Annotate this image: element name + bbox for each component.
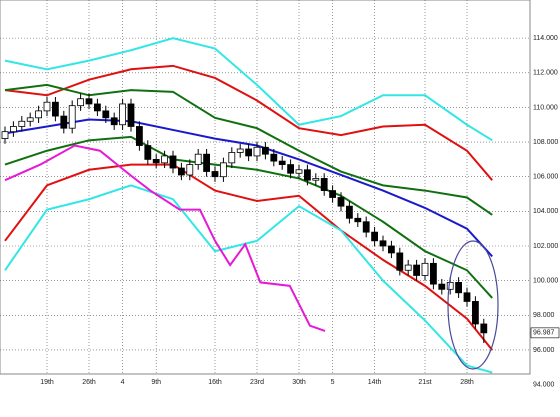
candle-body: [186, 164, 194, 176]
candle-body: [68, 105, 76, 129]
candle-body: [211, 171, 219, 178]
y-tick-label: 104.000: [533, 208, 558, 215]
last-price-box: [530, 327, 560, 339]
x-tick-label: 26th: [82, 379, 96, 386]
candle-body: [354, 217, 362, 223]
x-tick-label: 23rd: [250, 379, 264, 386]
candle-body: [429, 262, 437, 285]
candle-body: [236, 148, 244, 153]
candle-body: [102, 110, 110, 119]
candle-body: [26, 117, 34, 122]
candle-body: [396, 252, 404, 271]
y-tick-label: 94.000: [533, 381, 555, 388]
indicator-line: [4, 163, 493, 351]
candle-body: [270, 153, 278, 162]
y-tick-label: 106.000: [533, 174, 558, 181]
last-price-label: 96.987: [533, 330, 555, 337]
candle-body: [455, 281, 463, 294]
candles: [1, 93, 488, 344]
candle-body: [471, 301, 479, 325]
candle-body: [446, 281, 454, 290]
y-tick-label: 102.000: [533, 243, 558, 250]
x-tick-label: 4: [121, 379, 125, 386]
indicator-line: [4, 37, 493, 142]
candle-body: [152, 158, 160, 164]
x-tick-label: 5: [331, 379, 335, 386]
candle-body: [379, 240, 387, 247]
candle-body: [295, 169, 303, 174]
candle-body: [404, 264, 412, 271]
candle-body: [362, 221, 370, 233]
indicator-line: [4, 184, 493, 374]
x-tick-label: 19th: [40, 379, 54, 386]
candle-body: [345, 205, 353, 219]
candle-body: [18, 120, 26, 127]
candle-body: [9, 126, 17, 133]
x-tick-label: 30th: [292, 379, 306, 386]
candle-body: [287, 164, 295, 174]
x-tick-label: 16th: [208, 379, 222, 386]
candle-body: [119, 103, 126, 126]
labels: 94.000 96.000 98.000 100.000 102.000 104.000 1…: [40, 35, 560, 388]
candle-body: [177, 167, 185, 176]
y-tick-label: 98.000: [533, 312, 555, 319]
candle-body: [329, 190, 337, 198]
y-tick-label: 114.000: [533, 35, 558, 42]
candle-body: [278, 160, 286, 165]
candle-body: [421, 262, 429, 276]
candle-body: [194, 153, 202, 165]
highlight-ellipse: [447, 240, 499, 370]
candle-body: [253, 146, 261, 157]
indicator-line: [4, 64, 493, 181]
candle-body: [35, 110, 42, 119]
candle-body: [77, 98, 84, 107]
candle-body: [203, 153, 211, 172]
candle-body: [463, 292, 471, 302]
candle-body: [320, 178, 328, 191]
candle-body: [43, 101, 51, 112]
y-tick-label: 112.000: [533, 70, 558, 77]
candle-body: [219, 162, 227, 178]
candle-body: [337, 197, 345, 207]
candle-body: [228, 152, 236, 164]
candle-body: [60, 115, 68, 129]
candle-body: [85, 98, 93, 105]
candle-body: [94, 103, 101, 112]
indicator-line: [4, 144, 326, 332]
x-tick-label: 9th: [151, 379, 161, 386]
candle-body: [135, 126, 143, 146]
candle-body: [303, 169, 311, 181]
candle-body: [387, 245, 395, 254]
y-tick-label: 108.000: [533, 139, 558, 146]
candle-body: [261, 146, 269, 155]
candle-body: [245, 148, 253, 157]
candle-body: [161, 155, 169, 164]
candle-body: [312, 178, 320, 181]
x-tick-label: 14th: [368, 379, 382, 386]
candle-body: [169, 155, 177, 169]
lines: [4, 37, 493, 374]
candle-body: [480, 323, 488, 334]
candle-body: [413, 264, 421, 276]
y-tick-label: 110.000: [533, 104, 558, 111]
x-tick-label: 21st: [418, 379, 431, 386]
candle-body: [371, 231, 379, 242]
indicator-line: [4, 135, 493, 299]
y-tick-label: 100.000: [533, 278, 558, 285]
candle-body: [438, 283, 446, 290]
candle-body: [1, 131, 9, 139]
candle-body: [52, 101, 59, 117]
candle-body: [144, 145, 152, 160]
plot-area: [0, 0, 531, 375]
x-tick-label: 28th: [460, 379, 474, 386]
candle-body: [127, 103, 135, 127]
y-tick-label: 96.000: [533, 347, 555, 354]
candle-body: [110, 117, 118, 126]
